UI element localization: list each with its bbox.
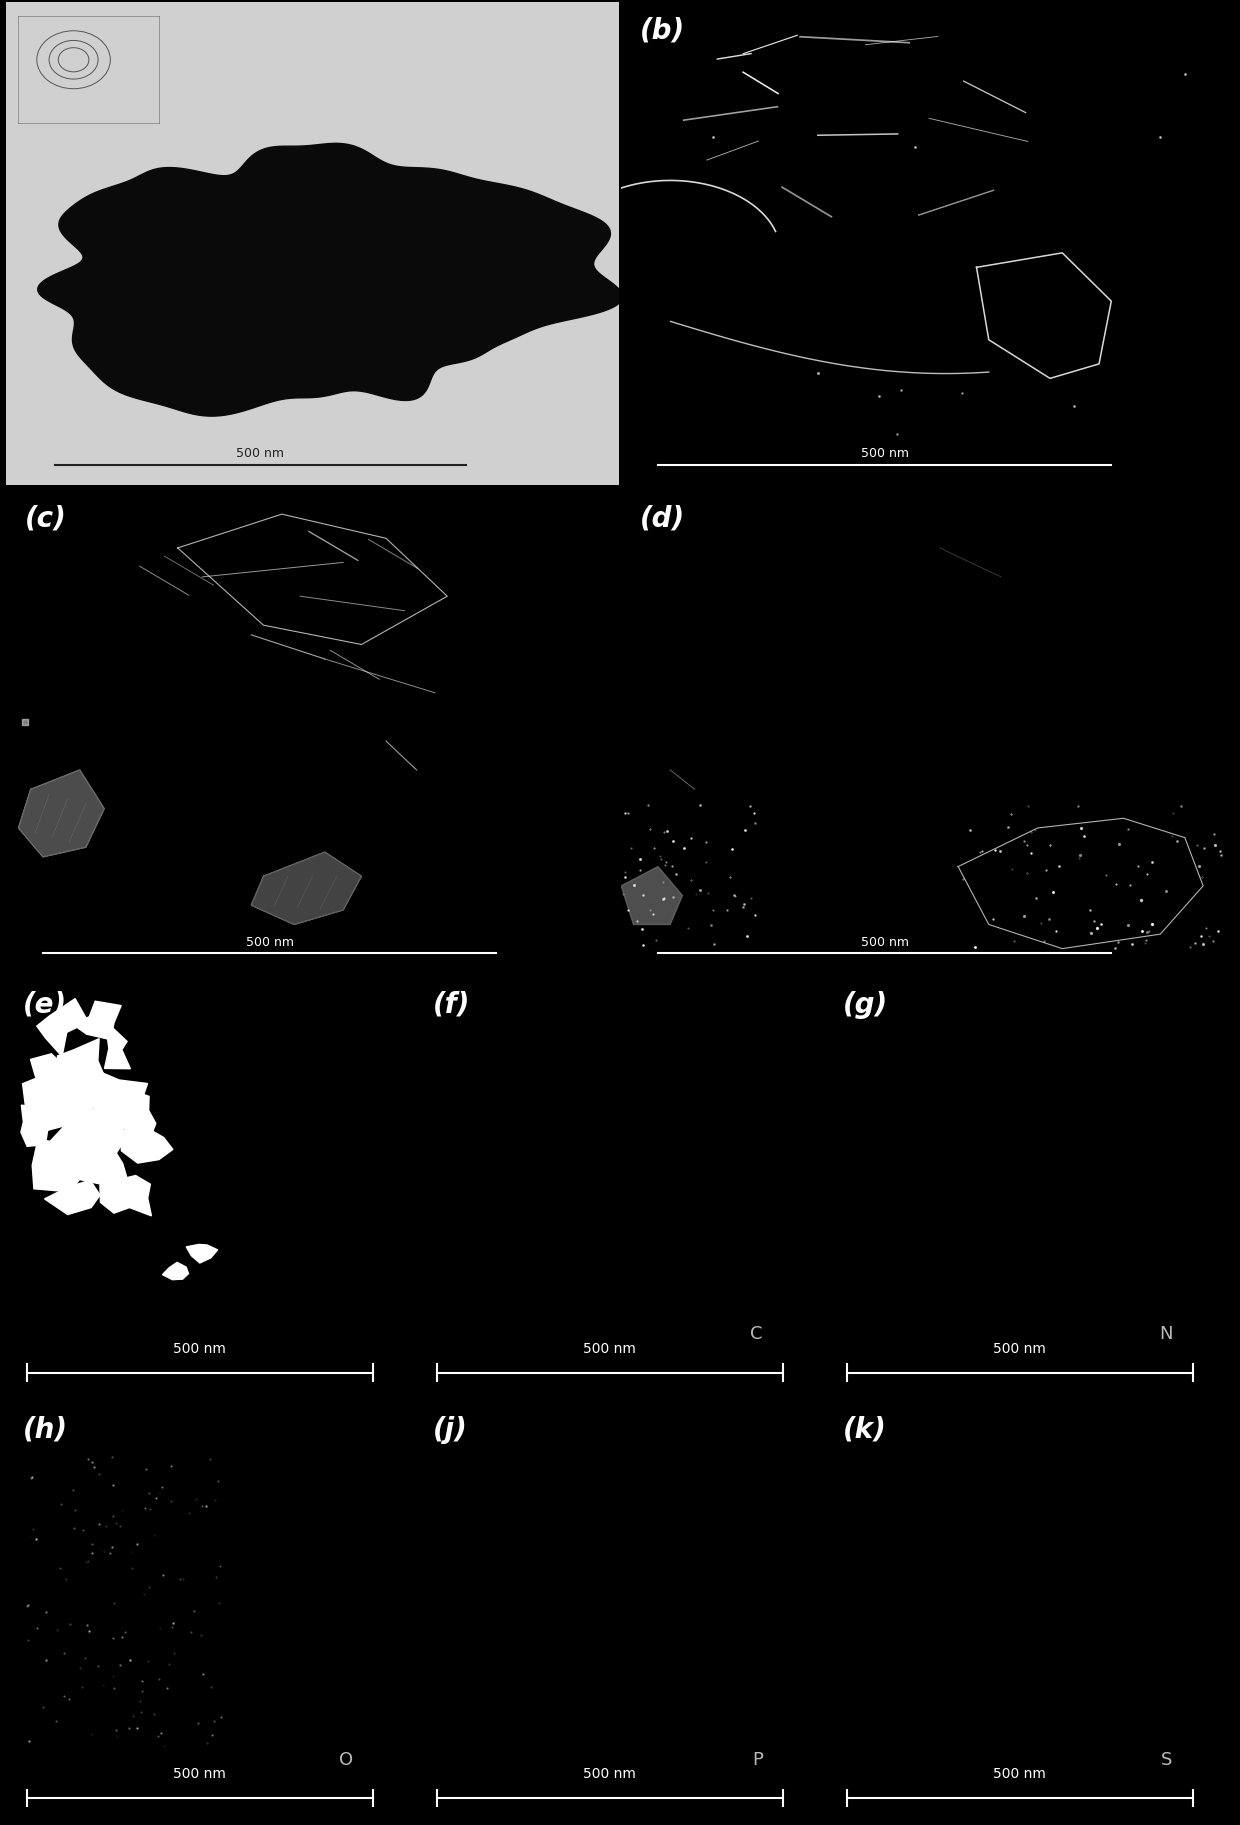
Text: (c): (c) [25, 504, 66, 533]
Polygon shape [72, 1002, 122, 1040]
Polygon shape [162, 1263, 188, 1279]
Text: 500 nm: 500 nm [583, 1767, 636, 1781]
Polygon shape [19, 770, 104, 858]
Text: C: C [750, 1325, 763, 1343]
Text: (j): (j) [433, 1416, 467, 1444]
Text: (e): (e) [22, 991, 67, 1018]
Polygon shape [485, 288, 532, 314]
Text: 500 nm: 500 nm [861, 447, 909, 460]
Text: O: O [339, 1750, 352, 1768]
Polygon shape [37, 144, 622, 416]
Text: (d): (d) [640, 504, 684, 533]
Text: 500 nm: 500 nm [237, 447, 284, 460]
Polygon shape [37, 998, 88, 1057]
Text: (g): (g) [842, 991, 888, 1018]
Polygon shape [100, 1175, 151, 1215]
Polygon shape [186, 1245, 217, 1263]
Polygon shape [37, 1108, 126, 1164]
Text: 500 nm: 500 nm [246, 936, 294, 949]
Polygon shape [32, 1139, 87, 1192]
Polygon shape [621, 867, 682, 925]
Text: (k): (k) [842, 1416, 887, 1444]
Text: (b): (b) [640, 16, 684, 44]
Text: 500 nm: 500 nm [993, 1767, 1047, 1781]
Polygon shape [252, 852, 362, 925]
Text: 500 nm: 500 nm [174, 1767, 226, 1781]
Text: N: N [1159, 1325, 1173, 1343]
Text: 500 nm: 500 nm [993, 1341, 1047, 1356]
Polygon shape [31, 1053, 67, 1090]
Polygon shape [67, 1144, 128, 1184]
Polygon shape [120, 1090, 156, 1150]
Polygon shape [78, 1071, 148, 1117]
Polygon shape [57, 1038, 108, 1084]
Text: (f): (f) [433, 991, 470, 1018]
Text: S: S [1162, 1750, 1173, 1768]
Polygon shape [120, 1128, 172, 1163]
Text: P: P [751, 1750, 763, 1768]
Text: (h): (h) [22, 1416, 67, 1444]
Polygon shape [89, 316, 144, 345]
Text: 500 nm: 500 nm [174, 1341, 226, 1356]
Text: 500 nm: 500 nm [861, 936, 909, 949]
Text: 500 nm: 500 nm [583, 1341, 636, 1356]
Polygon shape [45, 1181, 100, 1215]
Polygon shape [22, 1069, 113, 1132]
Point [15, 706, 35, 735]
Polygon shape [21, 1106, 57, 1146]
Polygon shape [104, 1020, 130, 1069]
